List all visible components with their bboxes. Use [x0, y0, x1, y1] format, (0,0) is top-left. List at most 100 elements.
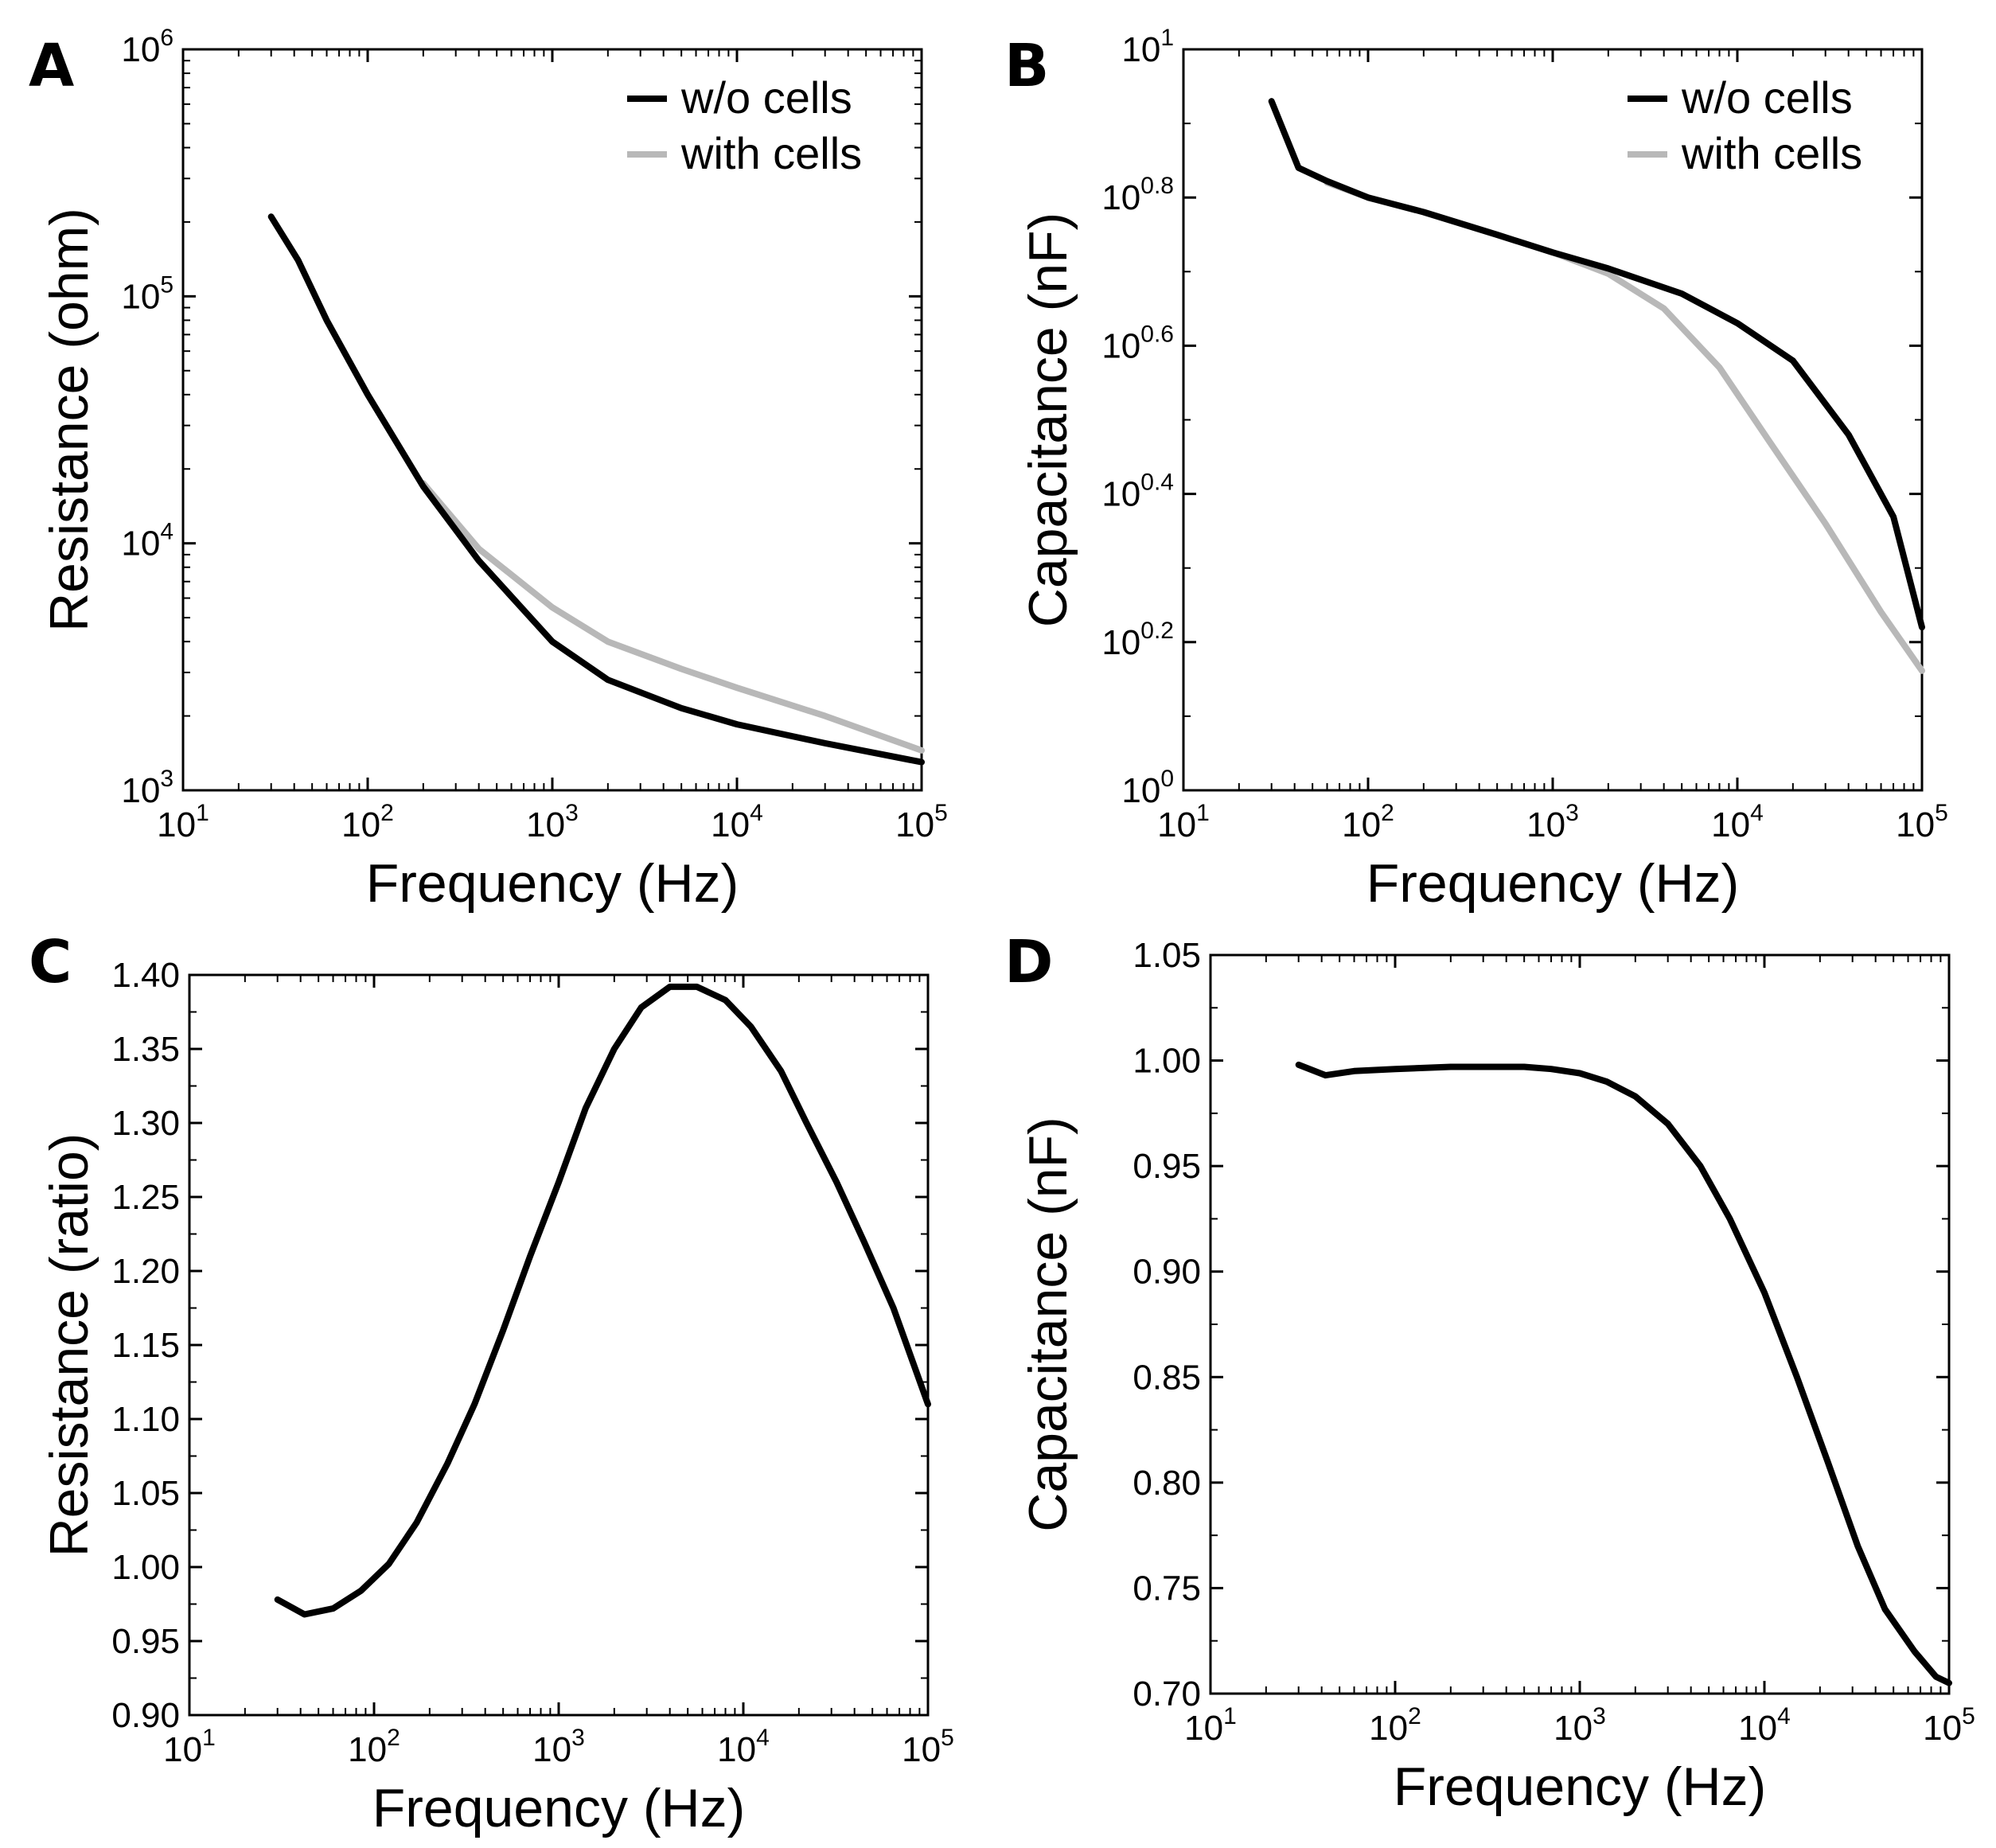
y-tick-base: 10 — [1121, 771, 1160, 810]
x-tick-label: 104 — [711, 800, 763, 844]
x-tick-base: 10 — [157, 805, 196, 844]
y-axis-title: Resistance (ratio) — [39, 1133, 99, 1558]
y-tick-label: 0.90 — [111, 1696, 180, 1735]
plot-frame — [1209, 953, 1951, 1695]
y-tick-label: 104 — [121, 519, 173, 563]
x-tick-base: 10 — [1923, 1709, 1962, 1748]
y-tick-exp: 1 — [1160, 25, 1174, 51]
y-tick-label: 1.20 — [111, 1252, 180, 1291]
x-tick-label: 104 — [1711, 800, 1764, 844]
x-tick-label: 103 — [1554, 1703, 1606, 1748]
y-tick-exp: 0.6 — [1140, 321, 1174, 347]
y-tick-exp: 6 — [160, 25, 173, 51]
x-tick-base: 10 — [1896, 805, 1935, 844]
x-tick-base: 10 — [717, 1730, 756, 1769]
y-tick-exp: 0 — [1160, 766, 1174, 792]
x-tick-label: 101 — [1184, 1703, 1237, 1748]
x-tick-base: 10 — [1369, 1709, 1408, 1748]
panel-b: 101 102 103 104 105100100.2100.4100.6100.810… — [1004, 25, 1948, 914]
y-tick-label: 1.05 — [1132, 936, 1201, 975]
y-tick-label: 0.95 — [1132, 1147, 1201, 1186]
y-axis-title: Resistance (ohm) — [39, 208, 99, 632]
series-line-without-cells — [267, 213, 925, 766]
x-tick-label: 101 — [157, 800, 209, 844]
x-tick-base: 10 — [1711, 805, 1750, 844]
y-tick-exp: 5 — [160, 271, 173, 298]
x-tick-base: 10 — [341, 805, 380, 844]
x-tick-label: 102 — [1369, 1703, 1421, 1748]
series-line-without-cells — [274, 983, 931, 1618]
y-tick-exp: 0.2 — [1140, 618, 1174, 644]
y-tick-label: 103 — [121, 766, 173, 810]
x-tick-label: 103 — [526, 800, 579, 844]
y-tick-label: 100.8 — [1101, 173, 1174, 217]
y-tick-exp: 3 — [160, 766, 173, 792]
x-tick-label: 102 — [1342, 800, 1394, 844]
y-tick-base: 10 — [121, 30, 160, 69]
x-axis-title: Frequency (Hz) — [1366, 853, 1740, 914]
x-tick-exp: 1 — [196, 800, 209, 826]
x-tick-exp: 1 — [202, 1725, 216, 1751]
y-tick-label: 100.6 — [1101, 321, 1174, 365]
x-tick-label: 105 — [895, 800, 948, 844]
y-tick-label: 1.05 — [111, 1474, 180, 1513]
y-tick-base: 10 — [121, 277, 160, 316]
x-tick-label: 105 — [1896, 800, 1948, 844]
x-tick-base: 10 — [1738, 1709, 1777, 1748]
x-tick-exp: 3 — [571, 1725, 585, 1751]
y-tick-label: 0.75 — [1132, 1569, 1201, 1608]
x-tick-base: 10 — [163, 1730, 202, 1769]
x-tick-base: 10 — [348, 1730, 387, 1769]
panel-letter: B — [1004, 32, 1049, 100]
y-tick-label: 101 — [1121, 25, 1174, 69]
y-tick-label: 1.00 — [111, 1548, 180, 1587]
x-tick-label: 102 — [348, 1725, 400, 1769]
x-tick-base: 10 — [902, 1730, 941, 1769]
x-tick-exp: 5 — [1962, 1703, 1975, 1729]
series-line-with-cells — [1324, 179, 1925, 674]
series-line-without-cells — [1295, 1061, 1952, 1686]
y-tick-label: 100.2 — [1101, 618, 1174, 662]
panel-c: 101 102 103 104 1050.900.951.001.051.101.151… — [29, 928, 954, 1838]
y-axis-title: Capacitance (nF) — [1018, 212, 1078, 628]
x-tick-label: 103 — [532, 1725, 585, 1769]
series-line-with-cells — [419, 480, 925, 754]
x-tick-label: 103 — [1526, 800, 1579, 844]
legend-label: w/o cells — [680, 72, 852, 123]
y-tick-base: 10 — [1101, 623, 1140, 662]
y-tick-label: 1.00 — [1132, 1042, 1201, 1081]
x-tick-exp: 3 — [1593, 1703, 1606, 1729]
y-tick-label: 106 — [121, 25, 173, 69]
x-axis-title: Frequency (Hz) — [1394, 1756, 1767, 1817]
x-tick-exp: 5 — [941, 1725, 954, 1751]
y-tick-label: 0.80 — [1132, 1464, 1201, 1503]
legend-label: with cells — [1681, 128, 1862, 178]
y-axis-title: Capacitance (nF) — [1018, 1117, 1078, 1532]
x-tick-base: 10 — [526, 805, 565, 844]
y-tick-exp: 0.4 — [1140, 470, 1174, 496]
y-tick-label: 105 — [121, 271, 173, 316]
panel-letter: A — [29, 32, 74, 100]
legend-label: w/o cells — [1681, 72, 1853, 123]
y-tick-base: 10 — [1101, 326, 1140, 365]
x-tick-exp: 5 — [934, 800, 948, 826]
x-tick-label: 104 — [717, 1725, 770, 1769]
x-tick-label: 101 — [1157, 800, 1210, 844]
x-tick-label: 104 — [1738, 1703, 1791, 1748]
y-tick-label: 1.25 — [111, 1178, 180, 1217]
panel-letter: D — [1004, 928, 1053, 996]
x-tick-exp: 3 — [565, 800, 579, 826]
y-tick-exp: 4 — [160, 519, 173, 545]
x-tick-base: 10 — [1157, 805, 1196, 844]
x-tick-exp: 2 — [380, 800, 394, 826]
x-tick-label: 105 — [902, 1725, 954, 1769]
x-tick-base: 10 — [1342, 805, 1381, 844]
y-tick-label: 1.35 — [111, 1030, 180, 1069]
x-tick-base: 10 — [1184, 1709, 1223, 1748]
x-tick-base: 10 — [532, 1730, 571, 1769]
x-tick-exp: 1 — [1223, 1703, 1237, 1729]
series-line-without-cells — [1268, 98, 1925, 631]
x-tick-base: 10 — [711, 805, 750, 844]
x-tick-label: 105 — [1923, 1703, 1975, 1748]
